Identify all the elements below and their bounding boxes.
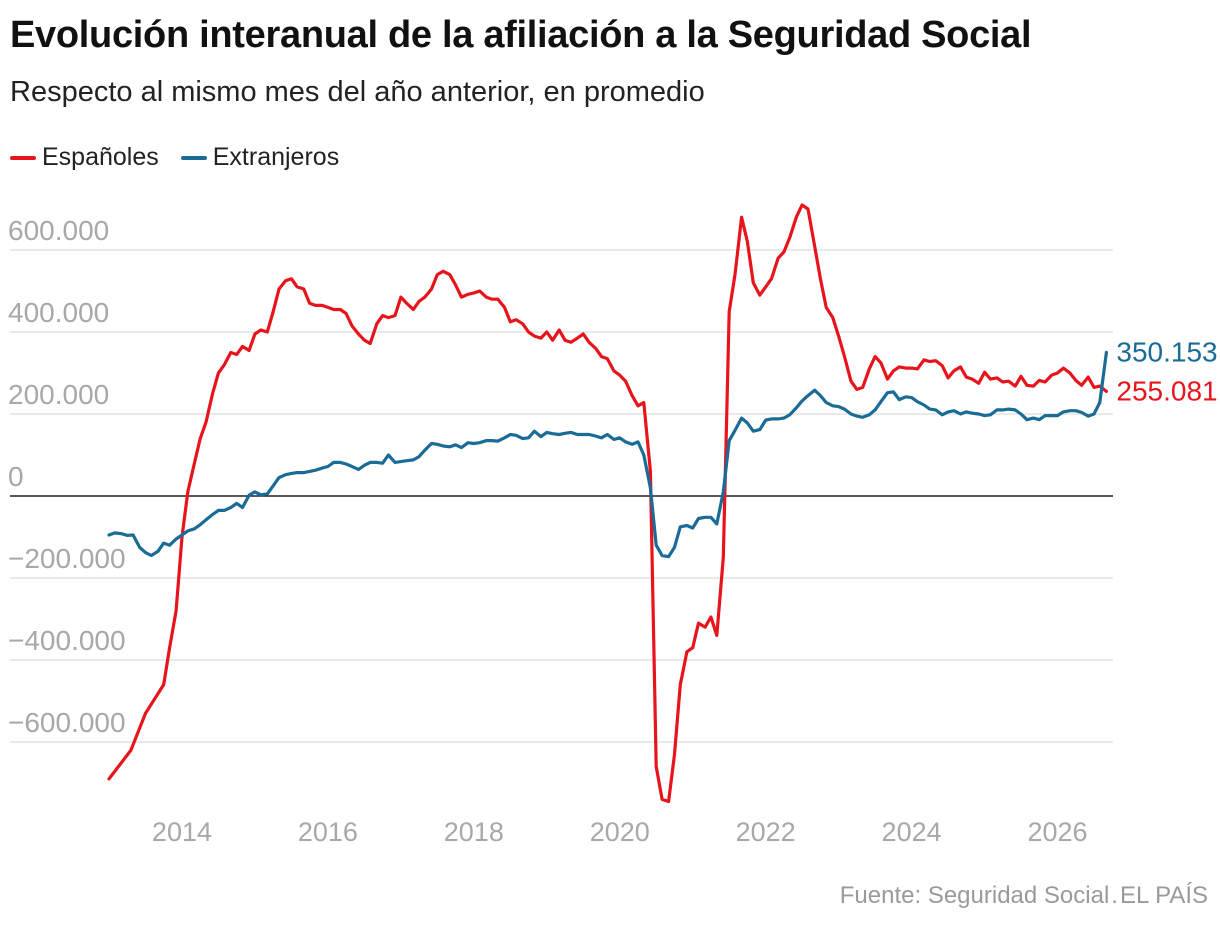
grid-layer [10, 249, 1113, 743]
line-chart: 600.000 400.000 200.000 0 −200.000 −400.000 −6… [8, 203, 1218, 847]
series-line-espanoles [107, 203, 1108, 804]
x-tick-label: 2024 [882, 817, 942, 847]
legend-label-espanoles: Españoles [42, 143, 159, 171]
legend-label-extranjeros: Extranjeros [212, 143, 340, 171]
end-labels: 255.081 350.153 [1116, 336, 1217, 406]
source-text: Fuente: Seguridad Social [839, 882, 1110, 909]
source-outlet: EL PAÍS [1119, 882, 1208, 909]
end-label-espanoles: 255.081 [1116, 375, 1217, 406]
source-separator: . [1111, 882, 1118, 909]
source-note: Fuente: Seguridad Social.EL PAÍS [840, 882, 1208, 910]
y-tick-label: 400.000 [8, 297, 109, 328]
end-label-extranjeros: 350.153 [1116, 336, 1217, 367]
x-tick-label: 2020 [590, 817, 650, 847]
legend-swatch-espanoles [10, 155, 36, 160]
x-tick-label: 2018 [444, 817, 504, 847]
legend: Españoles Extranjeros [10, 143, 339, 172]
series-line-extranjeros [107, 350, 1108, 559]
y-tick-label: 600.000 [8, 215, 109, 246]
x-tick-label: 2022 [736, 817, 796, 847]
x-tick-label: 2014 [152, 817, 212, 847]
legend-swatch-extranjeros [180, 155, 207, 160]
x-tick-labels: 2014 2016 2018 2020 2022 2024 2026 [152, 817, 1088, 847]
legend-item-espanoles: Españoles [10, 143, 159, 172]
y-tick-label: −200.000 [8, 543, 126, 574]
x-tick-label: 2016 [298, 817, 358, 847]
y-tick-labels: 600.000 400.000 200.000 0 −200.000 −400.000 −6… [8, 215, 126, 738]
legend-item-extranjeros: Extranjeros [180, 143, 340, 172]
y-tick-label: −600.000 [8, 707, 126, 738]
y-tick-label: 0 [8, 461, 24, 492]
series-layer [107, 203, 1108, 804]
chart-subtitle: Respecto al mismo mes del año anterior, … [10, 76, 705, 108]
y-tick-label: −400.000 [8, 625, 126, 656]
chart-title: Evolución interanual de la afiliación a … [10, 14, 1032, 56]
x-tick-label: 2026 [1027, 817, 1087, 847]
y-tick-label: 200.000 [8, 379, 109, 410]
